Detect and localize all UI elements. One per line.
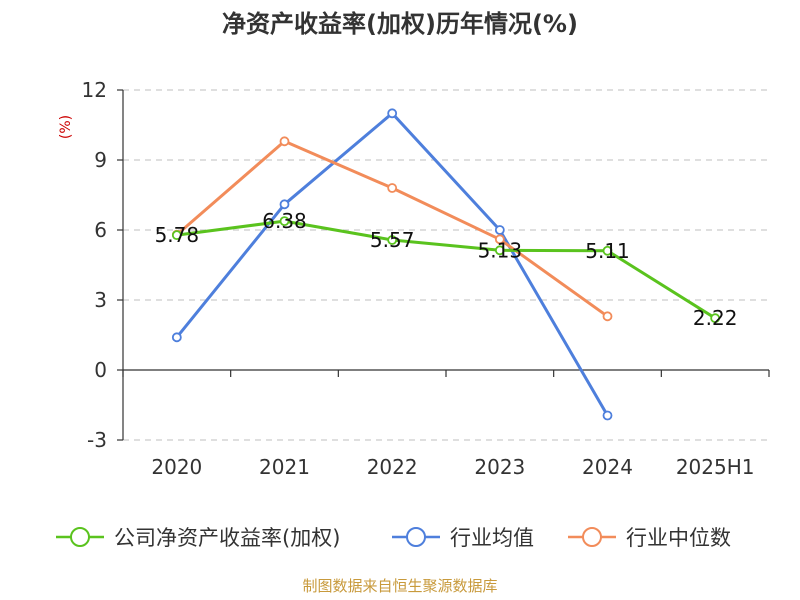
chart-title: 净资产收益率(加权)历年情况(%) xyxy=(222,10,578,38)
y-axis-label: (%) xyxy=(58,115,74,139)
legend-label-2: 行业中位数 xyxy=(626,526,731,550)
data-point-2 xyxy=(279,136,290,147)
data-point-2 xyxy=(602,311,613,322)
x-tick-label: 2020 xyxy=(151,455,202,479)
data-point-1 xyxy=(602,410,613,421)
data-point-1 xyxy=(387,108,398,119)
y-tick-label: 9 xyxy=(94,148,107,172)
data-label: 2.22 xyxy=(693,306,738,330)
y-tick-label: -3 xyxy=(87,428,107,452)
legend-marker-0 xyxy=(70,527,90,547)
legend-label-0: 公司净资产收益率(加权) xyxy=(114,526,340,550)
axes: 12 9 6 3 0 -3 2020 2021 2022 2023 2024 2025H1 xyxy=(82,78,770,479)
x-tick-label: 2022 xyxy=(367,455,418,479)
data-label: 6.38 xyxy=(262,209,307,233)
y-tick-label: 3 xyxy=(94,288,107,312)
y-tick-label: 6 xyxy=(94,218,107,242)
legend-label-1: 行业均值 xyxy=(450,526,534,550)
data-point-1 xyxy=(171,332,182,343)
data-point-0 xyxy=(387,235,398,245)
x-tick-label: 2024 xyxy=(582,455,633,479)
data-label: 5.13 xyxy=(478,238,523,262)
x-tick-label: 2023 xyxy=(474,455,525,479)
data-point-0 xyxy=(279,216,290,227)
x-tick-label: 2021 xyxy=(259,455,310,479)
data-point-0 xyxy=(710,313,721,324)
legend: 公司净资产收益率(加权) 行业均值 行业中位数 xyxy=(56,526,731,550)
y-tick-label: 0 xyxy=(94,358,107,382)
grid-lines xyxy=(123,89,769,441)
data-point-1 xyxy=(494,225,505,235)
x-tick-label: 2025H1 xyxy=(676,455,755,479)
data-labels: 5.78 6.38 5.57 5.13 5.11 2.22 xyxy=(155,209,738,330)
data-point-2 xyxy=(387,183,398,193)
data-label: 5.78 xyxy=(155,223,200,247)
source-note: 制图数据来自恒生聚源数据库 xyxy=(302,577,497,595)
data-point-1 xyxy=(279,199,290,210)
data-label: 5.11 xyxy=(585,239,630,263)
data-point-0 xyxy=(494,245,505,256)
legend-marker-2 xyxy=(582,527,602,547)
data-point-0 xyxy=(602,245,613,256)
data-point-0 xyxy=(171,230,182,241)
legend-marker-1 xyxy=(406,527,426,547)
data-point-2 xyxy=(494,234,505,245)
series-lines xyxy=(171,108,721,421)
series-line-0 xyxy=(176,219,716,320)
data-label: 5.57 xyxy=(370,228,415,252)
y-tick-label: 12 xyxy=(82,78,107,102)
